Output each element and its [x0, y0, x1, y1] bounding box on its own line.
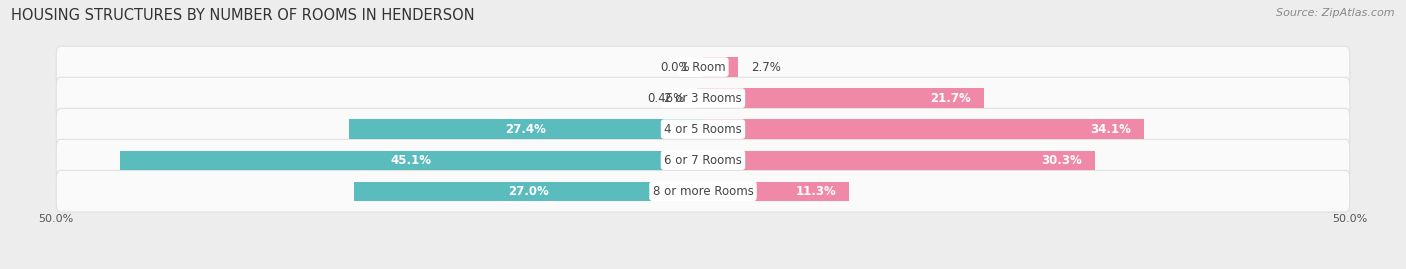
- Text: 8 or more Rooms: 8 or more Rooms: [652, 185, 754, 198]
- Bar: [120, 151, 703, 170]
- Text: 2.7%: 2.7%: [751, 61, 780, 73]
- Text: Source: ZipAtlas.com: Source: ZipAtlas.com: [1277, 8, 1395, 18]
- Bar: [703, 57, 738, 77]
- Text: 21.7%: 21.7%: [929, 91, 970, 105]
- Text: 0.0%: 0.0%: [661, 61, 690, 73]
- FancyBboxPatch shape: [56, 170, 1350, 212]
- FancyBboxPatch shape: [56, 108, 1350, 150]
- Text: 30.3%: 30.3%: [1042, 154, 1083, 167]
- FancyBboxPatch shape: [56, 139, 1350, 181]
- Text: 34.1%: 34.1%: [1090, 123, 1132, 136]
- Text: 4 or 5 Rooms: 4 or 5 Rooms: [664, 123, 742, 136]
- Text: 0.46%: 0.46%: [647, 91, 685, 105]
- Text: 11.3%: 11.3%: [796, 185, 837, 198]
- Bar: [703, 119, 1144, 139]
- FancyBboxPatch shape: [56, 46, 1350, 88]
- Text: 2 or 3 Rooms: 2 or 3 Rooms: [664, 91, 742, 105]
- FancyBboxPatch shape: [56, 77, 1350, 119]
- Bar: [703, 182, 849, 201]
- Text: 27.0%: 27.0%: [508, 185, 548, 198]
- Text: 45.1%: 45.1%: [391, 154, 432, 167]
- Bar: [703, 89, 984, 108]
- Bar: [354, 182, 703, 201]
- Text: 1 Room: 1 Room: [681, 61, 725, 73]
- Bar: [349, 119, 703, 139]
- Text: 6 or 7 Rooms: 6 or 7 Rooms: [664, 154, 742, 167]
- Text: 27.4%: 27.4%: [505, 123, 546, 136]
- Bar: [703, 151, 1095, 170]
- Bar: [697, 89, 703, 108]
- Text: HOUSING STRUCTURES BY NUMBER OF ROOMS IN HENDERSON: HOUSING STRUCTURES BY NUMBER OF ROOMS IN…: [11, 8, 475, 23]
